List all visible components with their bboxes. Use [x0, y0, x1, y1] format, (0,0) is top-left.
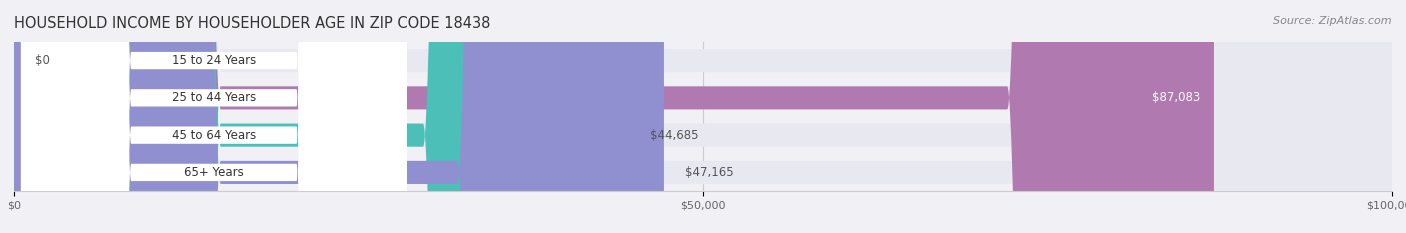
FancyBboxPatch shape: [14, 0, 1392, 233]
Text: 45 to 64 Years: 45 to 64 Years: [172, 129, 256, 142]
Text: HOUSEHOLD INCOME BY HOUSEHOLDER AGE IN ZIP CODE 18438: HOUSEHOLD INCOME BY HOUSEHOLDER AGE IN Z…: [14, 16, 491, 31]
FancyBboxPatch shape: [21, 0, 406, 233]
Text: 25 to 44 Years: 25 to 44 Years: [172, 91, 256, 104]
Text: Source: ZipAtlas.com: Source: ZipAtlas.com: [1274, 16, 1392, 26]
Text: $0: $0: [35, 54, 49, 67]
FancyBboxPatch shape: [21, 0, 406, 233]
Text: $87,083: $87,083: [1152, 91, 1201, 104]
FancyBboxPatch shape: [14, 0, 1213, 233]
Text: $47,165: $47,165: [685, 166, 734, 179]
FancyBboxPatch shape: [21, 0, 406, 233]
FancyBboxPatch shape: [14, 0, 1392, 233]
Text: 15 to 24 Years: 15 to 24 Years: [172, 54, 256, 67]
FancyBboxPatch shape: [14, 0, 1392, 233]
Text: $44,685: $44,685: [651, 129, 699, 142]
FancyBboxPatch shape: [14, 0, 1392, 233]
FancyBboxPatch shape: [14, 0, 42, 233]
FancyBboxPatch shape: [21, 0, 406, 233]
FancyBboxPatch shape: [14, 0, 630, 233]
Text: 65+ Years: 65+ Years: [184, 166, 243, 179]
FancyBboxPatch shape: [14, 0, 664, 233]
